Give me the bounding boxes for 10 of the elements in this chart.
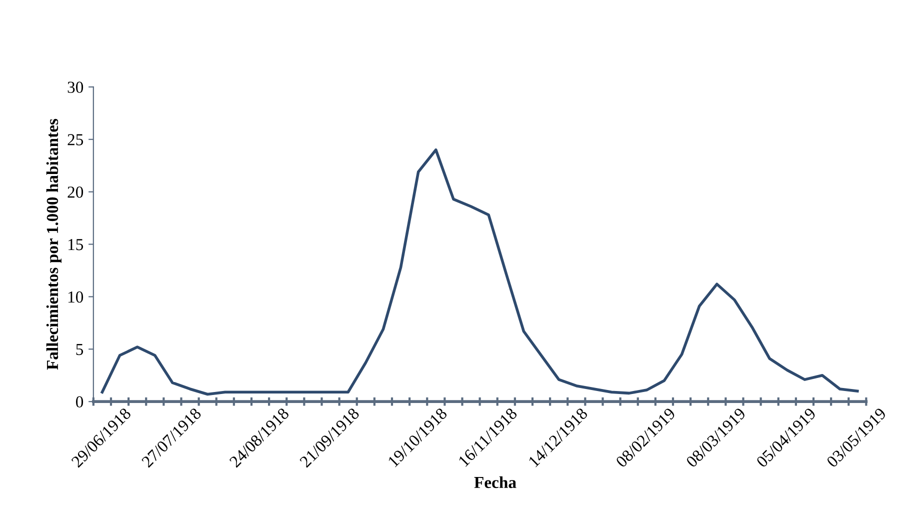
x-axis-title: Fecha — [474, 476, 516, 488]
y-tick-label: 5 — [76, 344, 84, 356]
y-tick-label: 0 — [76, 396, 84, 408]
y-tick-label: 30 — [68, 82, 84, 93]
y-tick-label: 25 — [68, 134, 84, 146]
line-series — [100, 148, 859, 396]
y-tick-label: 10 — [68, 291, 84, 303]
y-tick-label: 20 — [68, 186, 84, 198]
y-axis-title: Fallecimientos por 1.000 habitantes — [46, 118, 62, 370]
y-tick-label: 15 — [68, 239, 84, 250]
